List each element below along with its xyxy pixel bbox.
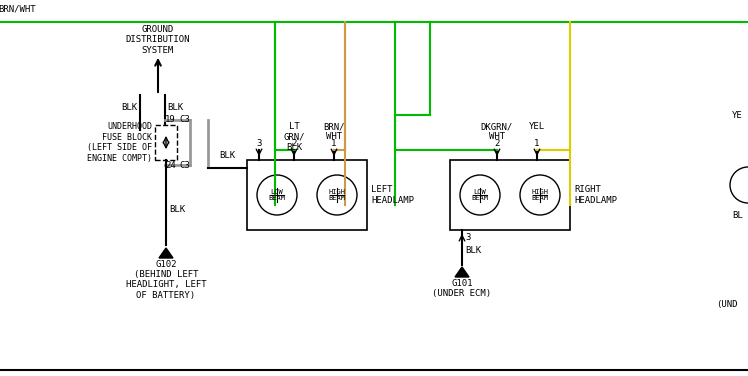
Text: 2: 2 — [291, 139, 297, 148]
Text: (BEHIND LEFT
HEADLIGHT, LEFT
OF BATTERY): (BEHIND LEFT HEADLIGHT, LEFT OF BATTERY) — [126, 270, 206, 300]
Text: 1: 1 — [534, 139, 540, 148]
Text: RIGHT
HEADLAMP: RIGHT HEADLAMP — [574, 185, 617, 205]
Text: BL: BL — [732, 211, 743, 220]
Text: BLK: BLK — [465, 246, 481, 255]
Polygon shape — [159, 248, 173, 258]
Text: BRN/
WHT: BRN/ WHT — [323, 122, 345, 141]
Text: C3: C3 — [179, 115, 190, 124]
Text: (UNDER ECM): (UNDER ECM) — [432, 289, 491, 298]
Text: HIGH
BEAM: HIGH BEAM — [328, 188, 346, 202]
Text: 24: 24 — [165, 161, 176, 170]
Text: 3: 3 — [257, 139, 262, 148]
Text: LOW
BEAM: LOW BEAM — [471, 188, 488, 202]
Text: DKGRN/
WHT: DKGRN/ WHT — [481, 122, 513, 141]
Text: 3: 3 — [465, 233, 470, 242]
Bar — [247, 160, 367, 230]
Text: 19: 19 — [165, 115, 176, 124]
Text: (UND: (UND — [717, 300, 738, 309]
Text: G102: G102 — [156, 260, 177, 269]
Text: LT
GRN/
BLK: LT GRN/ BLK — [283, 122, 304, 152]
Text: BLK: BLK — [167, 103, 183, 112]
Text: 2: 2 — [494, 139, 500, 148]
Text: HIGH
BEAM: HIGH BEAM — [532, 188, 548, 202]
Text: BLK: BLK — [219, 151, 236, 160]
Polygon shape — [455, 267, 469, 277]
Text: GROUND
DISTRIBUTION
SYSTEM: GROUND DISTRIBUTION SYSTEM — [126, 25, 190, 55]
Text: BRN/WHT: BRN/WHT — [0, 4, 36, 13]
Text: G101: G101 — [451, 279, 473, 288]
Bar — [450, 160, 570, 230]
Text: BLK: BLK — [121, 103, 137, 112]
Text: YEL: YEL — [529, 122, 545, 131]
Text: LEFT
HEADLAMP: LEFT HEADLAMP — [371, 185, 414, 205]
Text: BLK: BLK — [169, 206, 185, 214]
Text: 1: 1 — [331, 139, 337, 148]
Text: YE: YE — [732, 111, 743, 120]
Text: LOW
BEAM: LOW BEAM — [269, 188, 286, 202]
Bar — [155, 125, 177, 160]
Text: C3: C3 — [179, 161, 190, 170]
Text: UNDERHOOD
FUSE BLOCK
(LEFT SIDE OF
ENGINE COMPT): UNDERHOOD FUSE BLOCK (LEFT SIDE OF ENGIN… — [87, 123, 152, 162]
